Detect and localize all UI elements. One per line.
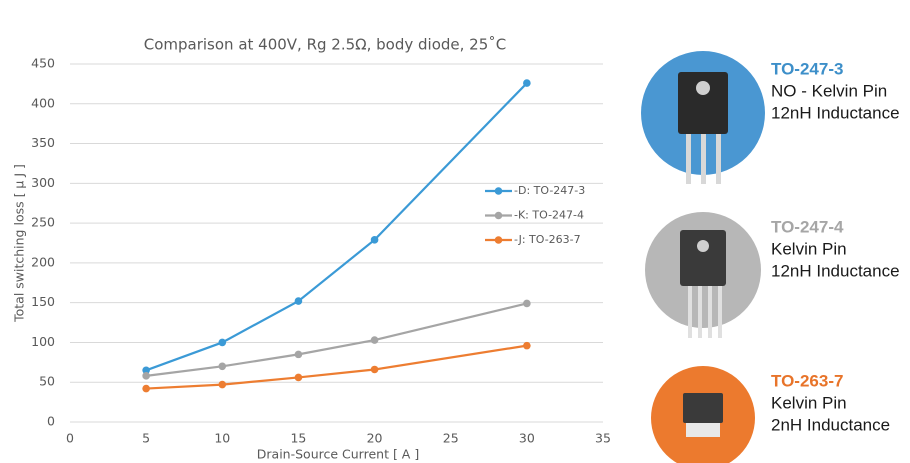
x-axis-label: Drain-Source Current [ A ]: [257, 447, 419, 462]
data-point: [218, 339, 226, 347]
data-point: [218, 363, 226, 371]
legend-label: -D: TO-247-3: [514, 184, 585, 197]
data-point: [295, 351, 303, 359]
page: Comparison at 400V, Rg 2.5Ω, body diode,…: [0, 0, 910, 463]
y-tick-label: 400: [31, 95, 55, 110]
legend-label: -K: TO-247-4: [514, 209, 584, 222]
y-tick-label: 100: [31, 334, 55, 349]
x-tick-label: 20: [367, 431, 383, 446]
x-tick-label: 25: [443, 431, 459, 446]
y-tick-label: 50: [39, 374, 55, 389]
x-tick-label: 30: [519, 431, 535, 446]
y-tick-label: 450: [31, 56, 55, 71]
y-tick-label: 150: [31, 294, 55, 309]
y-tick-label: 300: [31, 175, 55, 190]
data-point: [371, 366, 379, 374]
data-point: [523, 79, 531, 87]
x-tick-label: 10: [214, 431, 230, 446]
package-detail: Kelvin Pin: [771, 393, 847, 412]
data-point: [371, 236, 379, 244]
package-name: TO-263-7: [771, 371, 843, 390]
package-detail: 2nH Inductance: [771, 415, 890, 434]
series-line: [146, 83, 527, 370]
x-tick-label: 15: [290, 431, 306, 446]
package-name: TO-247-3: [771, 59, 843, 78]
package-detail: NO - Kelvin Pin: [771, 81, 887, 100]
y-tick-label: 200: [31, 254, 55, 269]
data-point: [142, 385, 150, 393]
data-point: [523, 300, 531, 308]
y-tick-label: 0: [47, 414, 55, 429]
series-line: [146, 303, 527, 375]
x-tick-label: 35: [595, 431, 611, 446]
package-name: TO-247-4: [771, 217, 844, 236]
package-detail: 12nH Inductance: [771, 261, 900, 280]
legend-marker: [495, 212, 503, 220]
package-images: [641, 51, 765, 463]
y-tick-label: 250: [31, 215, 55, 230]
data-point: [371, 336, 379, 344]
package-detail: Kelvin Pin: [771, 239, 847, 258]
data-point: [218, 381, 226, 389]
data-point: [142, 372, 150, 380]
data-point: [523, 342, 531, 350]
data-point: [295, 374, 303, 382]
legend-marker: [495, 187, 503, 195]
legend-marker: [495, 236, 503, 244]
x-tick-label: 5: [142, 431, 150, 446]
legend-label: -J: TO-263-7: [514, 233, 581, 246]
data-point: [295, 297, 303, 305]
package-detail: 12nH Inductance: [771, 103, 900, 122]
chart-title: Comparison at 400V, Rg 2.5Ω, body diode,…: [144, 36, 507, 54]
x-tick-label: 0: [66, 431, 74, 446]
y-tick-label: 350: [31, 135, 55, 150]
y-axis-label: Total switching loss [ μ J ]: [12, 164, 27, 323]
